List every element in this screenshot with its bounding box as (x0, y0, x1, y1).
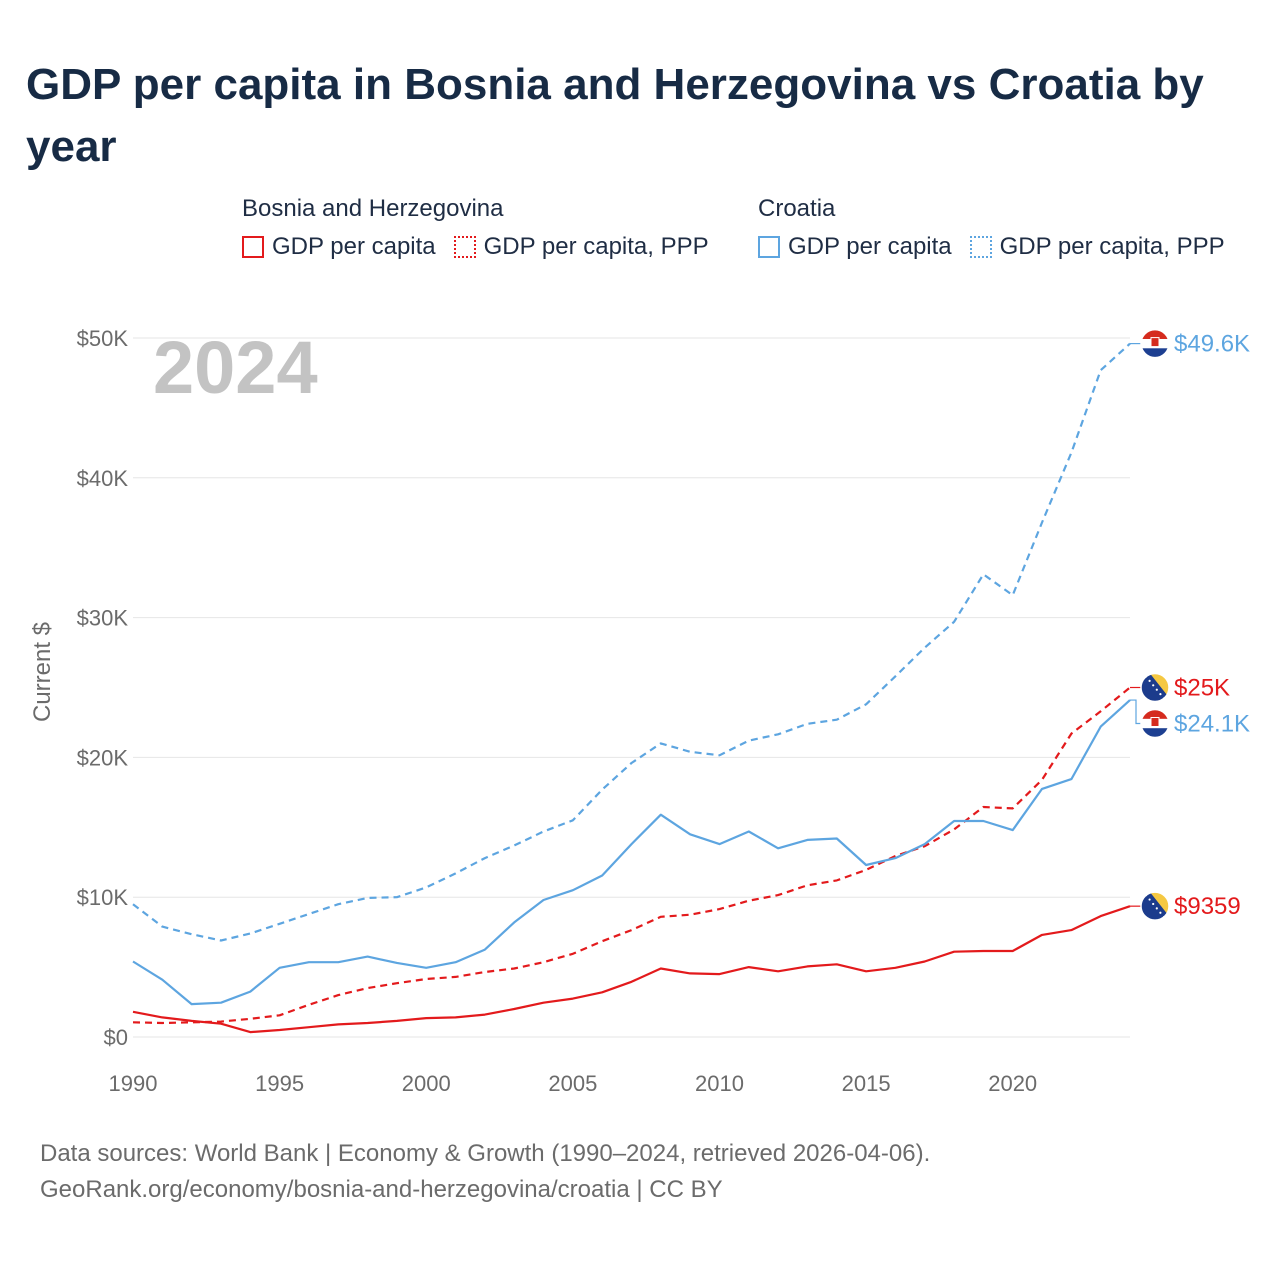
line-chart: $0 $10K $20K $30K $40K $50K 1990 1995 2000 2005 2… (29, 326, 1250, 1096)
croatia-flag-icon (1140, 328, 1170, 359)
y-tick-label: $40K (77, 466, 129, 491)
end-label-connector (1130, 699, 1141, 725)
legend-swatch-solid-red (242, 236, 264, 258)
x-tick-label: 1995 (255, 1071, 304, 1096)
bosnia-flag-icon (1140, 672, 1170, 703)
legend-item-bosnia-gdp[interactable]: GDP per capita (242, 232, 436, 262)
legend-swatch-dotted-blue (969, 236, 992, 258)
end-value-label: $9359 (1174, 893, 1241, 920)
x-axis-ticks: 1990 1995 2000 2005 2010 2015 2020 (109, 1071, 1038, 1096)
x-tick-label: 1990 (109, 1071, 158, 1096)
legend-item-label: GDP per capita (788, 233, 952, 260)
legend-item-label: GDP per capita, PPP (483, 233, 709, 260)
footer: Data sources: World Bank | Economy & Gro… (40, 1136, 930, 1208)
y-tick-label: $10K (77, 885, 129, 910)
series-line-0 (132, 905, 1131, 1034)
y-tick-label: $0 (104, 1025, 128, 1050)
legend-item-label: GDP per capita, PPP (999, 233, 1225, 260)
croatia-flag-icon (1140, 708, 1170, 739)
end-value-label: $24.1K (1174, 711, 1250, 738)
legend-swatch-dotted-red (453, 236, 476, 258)
footer-sources: Data sources: World Bank | Economy & Gro… (40, 1140, 931, 1167)
legend-item-bosnia-gdp-ppp[interactable]: GDP per capita, PPP (453, 232, 709, 262)
x-tick-label: 2000 (402, 1071, 451, 1096)
legend-swatch-solid-blue (758, 236, 780, 258)
series-line-2 (132, 699, 1131, 1006)
series-lines (132, 342, 1131, 1034)
legend-group-croatia: Croatia GDP per capita GDP per capita, P… (758, 192, 1225, 262)
end-value-label: $49.6K (1174, 331, 1250, 358)
bosnia-flag-icon (1140, 891, 1170, 921)
end-value-label: $25K (1174, 675, 1230, 702)
legend-item-croatia-gdp[interactable]: GDP per capita (758, 232, 952, 262)
y-tick-label: $20K (77, 745, 129, 770)
y-axis-title: Current $ (29, 622, 56, 722)
x-tick-label: 2015 (842, 1071, 891, 1096)
y-tick-label: $50K (77, 326, 129, 351)
legend-group-title: Bosnia and Herzegovina (242, 195, 504, 222)
x-tick-label: 2010 (695, 1071, 744, 1096)
series-line-1 (132, 686, 1131, 1025)
series-line-3 (132, 342, 1131, 942)
x-tick-label: 2005 (548, 1071, 597, 1096)
x-tick-label: 2020 (988, 1071, 1037, 1096)
chart-title: GDP per capita in Bosnia and Herzegovina… (26, 60, 1204, 171)
footer-link[interactable]: GeoRank.org/economy/bosnia-and-herzegovi… (40, 1176, 723, 1203)
legend-group-title: Croatia (758, 195, 836, 222)
legend-group-bosnia: Bosnia and Herzegovina GDP per capita GD… (242, 192, 709, 262)
gridlines (133, 337, 1130, 1038)
y-axis-ticks: $0 $10K $20K $30K $40K $50K (77, 326, 129, 1050)
current-year-label: 2024 (153, 326, 318, 409)
y-tick-label: $30K (77, 606, 129, 631)
legend-item-label: GDP per capita (272, 233, 436, 260)
end-labels: $9359 $25K $24.1K $49.6K (1130, 328, 1250, 921)
legend-item-croatia-gdp-ppp[interactable]: GDP per capita, PPP (969, 232, 1225, 262)
